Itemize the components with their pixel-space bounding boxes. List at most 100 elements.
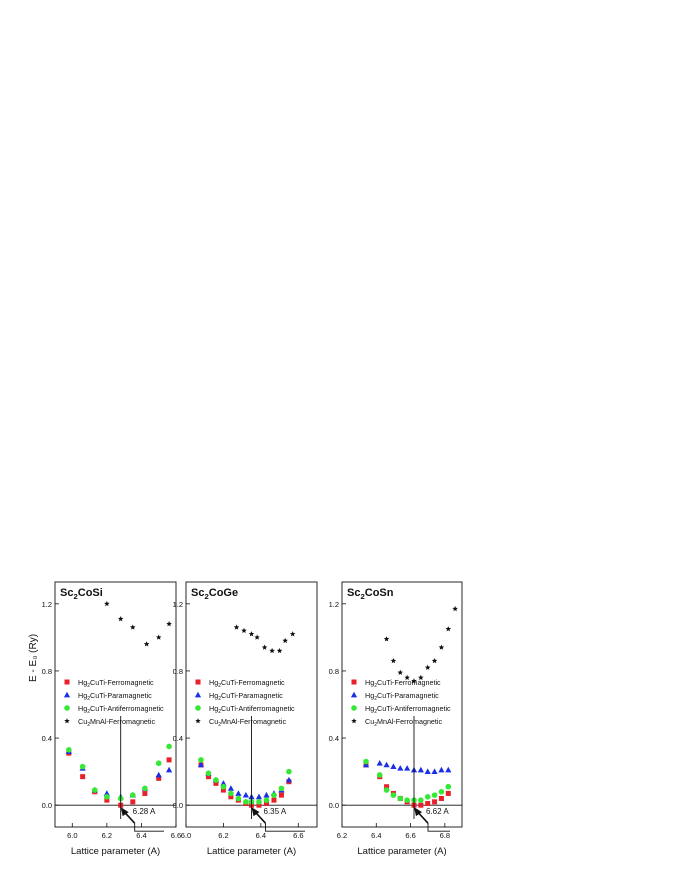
data-point	[142, 790, 148, 796]
legend-label: Cu2MnAl-Ferromagnetic	[78, 717, 156, 728]
data-point	[397, 795, 404, 802]
data-point	[117, 616, 124, 622]
data-point	[404, 765, 411, 771]
data-point	[243, 799, 249, 805]
panel-title: Sc2CoSn	[347, 587, 394, 601]
data-point	[431, 657, 438, 664]
data-point	[418, 802, 424, 808]
data-point	[424, 768, 431, 775]
data-point	[227, 785, 235, 791]
data-point	[286, 768, 292, 775]
legend-label: Hg2CuTi-Paramagnetic	[209, 691, 283, 702]
chart-panels: 0.0 0.4 0.8 1.2 6.0 6.2 6.4 6.6 Lattice paramete…	[42, 581, 463, 857]
x-tick-label: 6.4	[371, 831, 381, 840]
data-point	[213, 777, 219, 783]
data-point	[155, 771, 162, 778]
data-point	[383, 636, 390, 642]
legend-label: Cu2MnAl-Ferromagnetic	[209, 717, 287, 728]
data-point	[376, 760, 383, 766]
x-tick-label: 6.0	[181, 831, 191, 840]
y-tick-label: 0.0	[173, 801, 183, 810]
data-point	[390, 792, 397, 798]
data-point	[278, 792, 284, 798]
data-point	[166, 757, 172, 763]
x-tick-label: 6.2	[218, 831, 228, 840]
data-point	[445, 626, 452, 632]
data-point	[198, 757, 204, 763]
x-axis-label: Lattice parameter (A)	[207, 846, 296, 857]
data-point	[130, 624, 136, 630]
data-point	[271, 792, 277, 798]
data-point	[166, 743, 172, 750]
x-tick-label: 6.0	[67, 831, 77, 840]
data-point	[233, 624, 240, 630]
data-point	[383, 761, 390, 768]
legend-label: Hg2CuTi-Antiferromagnetic	[78, 704, 164, 715]
data-point	[155, 634, 162, 640]
y-tick-label: 0.0	[329, 801, 339, 810]
data-point	[143, 641, 150, 647]
legend-marker	[195, 718, 201, 724]
data-point	[220, 780, 227, 786]
data-point	[255, 793, 263, 800]
chart-panel: 0.0 0.4 0.8 1.2 6.2 6.4 6.6 6.8 Lattice paramete…	[329, 581, 463, 857]
data-point	[256, 802, 262, 808]
data-point	[445, 766, 452, 773]
y-tick-label: 0.4	[173, 734, 183, 743]
annotation-leader	[134, 823, 164, 832]
y-tick-label: 0.4	[329, 734, 339, 743]
data-point	[417, 766, 424, 773]
plot-frame	[185, 581, 318, 828]
legend-marker	[195, 705, 201, 711]
legend-marker	[195, 679, 201, 685]
plot-frame	[341, 581, 463, 828]
data-point	[424, 793, 431, 800]
data-point	[80, 774, 86, 780]
annotation-leader	[427, 823, 450, 832]
plot-frame	[54, 581, 177, 828]
chart-panel: 0.0 0.4 0.8 1.2 6.0 6.2 6.4 6.6 Lattice paramete…	[173, 581, 318, 857]
data-point	[404, 674, 410, 680]
legend-label: Hg2CuTi-Antiferromagnetic	[365, 704, 451, 715]
data-point	[397, 765, 404, 771]
y-tick-label: 0.4	[42, 734, 52, 743]
data-point	[263, 797, 270, 803]
data-point	[390, 763, 397, 769]
y-axis-label: E - E₀ (Ry)	[28, 634, 39, 682]
legend-marker	[64, 718, 70, 724]
data-point	[235, 795, 242, 802]
data-point	[166, 621, 172, 627]
data-point	[228, 790, 234, 797]
legend-label: Hg2CuTi-Ferromagnetic	[78, 678, 154, 689]
data-point	[66, 747, 72, 753]
panel-title: Sc2CoGe	[191, 587, 238, 601]
data-point	[142, 785, 148, 792]
data-point	[424, 664, 431, 670]
x-tick-label: 6.6	[293, 831, 303, 840]
data-point	[242, 791, 249, 798]
data-point	[384, 784, 390, 790]
data-point	[104, 797, 110, 803]
data-point	[228, 794, 234, 800]
data-point	[362, 761, 370, 768]
x-tick-label: 6.6	[171, 831, 181, 840]
data-point	[411, 678, 417, 684]
x-tick-label: 6.4	[136, 831, 146, 840]
data-point	[432, 799, 438, 805]
annotation-label: 6.28 A	[133, 807, 156, 816]
data-point	[205, 774, 211, 780]
data-point	[278, 785, 285, 792]
data-point	[261, 644, 268, 650]
data-point	[452, 605, 458, 612]
data-point	[254, 634, 260, 640]
legend-marker	[194, 691, 202, 698]
y-tick-label: 1.2	[42, 600, 52, 609]
chart-panel: 0.0 0.4 0.8 1.2 6.0 6.2 6.4 6.6 Lattice paramete…	[42, 581, 181, 857]
data-point	[155, 760, 162, 767]
x-tick-label: 6.6	[405, 831, 415, 840]
data-point	[418, 797, 424, 803]
legend-marker	[351, 679, 357, 685]
data-point	[165, 766, 173, 773]
data-point	[130, 799, 136, 805]
